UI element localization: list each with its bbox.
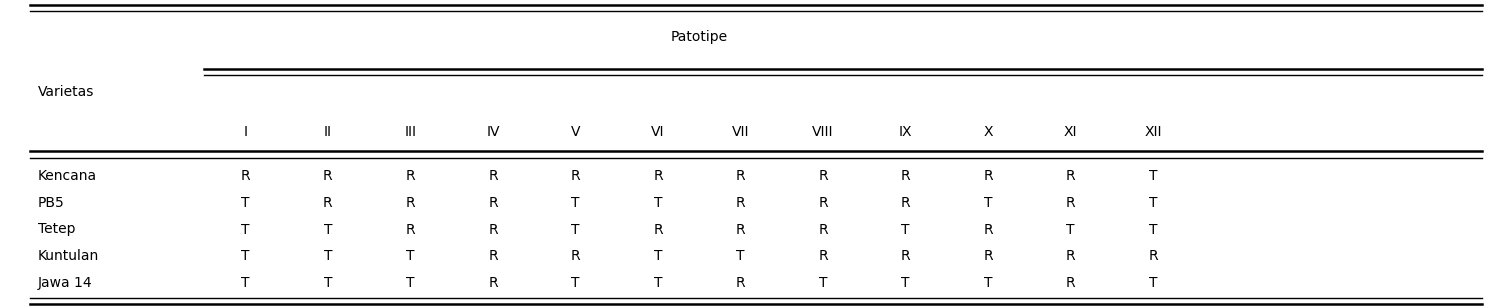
Text: R: R [324,196,333,210]
Text: R: R [901,249,910,263]
Text: R: R [901,196,910,210]
Text: R: R [488,276,497,290]
Text: T: T [820,276,827,290]
Text: R: R [405,222,416,237]
Text: T: T [240,249,249,263]
Text: R: R [983,222,993,237]
Text: R: R [653,169,662,183]
Text: R: R [1066,249,1075,263]
Text: T: T [984,276,992,290]
Text: IX: IX [898,125,912,139]
Text: VIII: VIII [812,125,833,139]
Text: R: R [818,249,829,263]
Text: T: T [572,276,579,290]
Text: R: R [736,169,745,183]
Text: R: R [818,222,829,237]
Text: T: T [240,222,249,237]
Text: VII: VII [732,125,750,139]
Text: Kencana: Kencana [38,169,97,183]
Text: V: V [570,125,581,139]
Text: Jawa 14: Jawa 14 [38,276,92,290]
Text: T: T [1149,196,1158,210]
Text: Tetep: Tetep [38,222,76,237]
Text: R: R [324,169,333,183]
Text: III: III [404,125,416,139]
Text: T: T [240,196,249,210]
Text: II: II [324,125,333,139]
Text: R: R [1066,169,1075,183]
Text: XI: XI [1064,125,1078,139]
Text: T: T [240,276,249,290]
Text: T: T [324,222,333,237]
Text: T: T [407,276,414,290]
Text: IV: IV [487,125,500,139]
Text: X: X [983,125,993,139]
Text: T: T [572,222,579,237]
Text: T: T [653,196,662,210]
Text: R: R [653,222,662,237]
Text: R: R [1066,196,1075,210]
Text: R: R [488,169,497,183]
Text: T: T [653,276,662,290]
Text: R: R [736,196,745,210]
Text: T: T [1149,169,1158,183]
Text: R: R [983,169,993,183]
Text: Patotipe: Patotipe [671,30,727,44]
Text: R: R [736,222,745,237]
Text: T: T [653,249,662,263]
Text: T: T [1149,276,1158,290]
Text: VI: VI [652,125,665,139]
Text: T: T [984,196,992,210]
Text: R: R [983,249,993,263]
Text: PB5: PB5 [38,196,65,210]
Text: R: R [570,169,581,183]
Text: R: R [240,169,249,183]
Text: Kuntulan: Kuntulan [38,249,100,263]
Text: T: T [407,249,414,263]
Text: T: T [324,276,333,290]
Text: T: T [1149,222,1158,237]
Text: T: T [324,249,333,263]
Text: R: R [488,196,497,210]
Text: I: I [243,125,248,139]
Text: R: R [570,249,581,263]
Text: R: R [488,222,497,237]
Text: R: R [1066,276,1075,290]
Text: R: R [405,196,416,210]
Text: T: T [736,249,745,263]
Text: R: R [818,196,829,210]
Text: T: T [901,276,910,290]
Text: R: R [405,169,416,183]
Text: T: T [901,222,910,237]
Text: R: R [736,276,745,290]
Text: R: R [901,169,910,183]
Text: R: R [488,249,497,263]
Text: Varietas: Varietas [38,85,94,99]
Text: T: T [1066,222,1075,237]
Text: R: R [1149,249,1158,263]
Text: T: T [572,196,579,210]
Text: R: R [818,169,829,183]
Text: XII: XII [1145,125,1161,139]
